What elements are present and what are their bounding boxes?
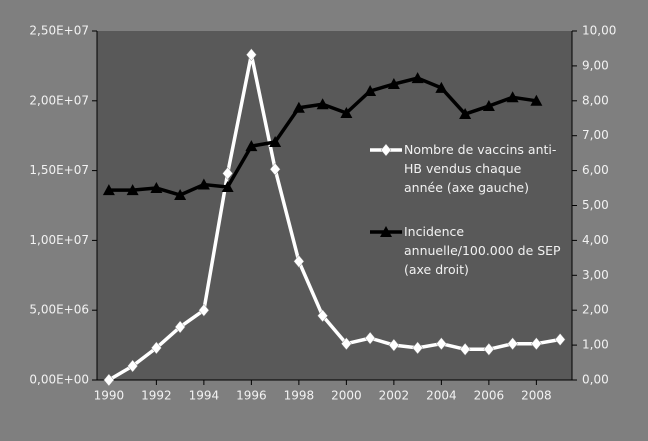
x-tick-label: 1998 [284,389,315,403]
marker [151,341,162,355]
y2-tick-label: 4,00 [582,233,609,247]
marker [388,338,400,352]
marker [364,331,376,345]
marker [436,337,447,351]
x-tick-label: 1990 [94,389,125,403]
y2-tick-label: 9,00 [582,58,609,72]
marker [435,81,448,93]
marker [507,337,518,351]
y2-tick-label: 0,00 [582,373,609,387]
y-tick-label: 0,00E+00 [29,373,89,387]
y-tick-label: 2,50E+07 [29,24,89,38]
marker [387,78,400,90]
marker [126,184,139,196]
marker [150,182,163,194]
y-tick-label: 1,50E+07 [29,163,89,177]
x-tick-label: 1992 [141,389,172,403]
legend-label: Nombre de vaccins anti-HB vendus chaque … [404,142,557,195]
marker [269,135,282,147]
legend-label: Incidence annuelle/100.000 de SEP (axe d… [404,224,561,277]
marker [222,167,233,180]
marker [531,337,542,351]
marker [530,94,543,106]
marker [292,101,305,113]
marker [554,333,566,346]
marker [317,309,328,323]
y2-tick-label: 1,00 [582,338,609,352]
marker [246,48,257,62]
plot-area [97,31,572,380]
x-tick-label: 2002 [379,389,410,403]
marker [197,178,210,190]
marker [174,320,186,334]
marker [411,72,424,84]
y2-tick-label: 5,00 [582,198,609,212]
marker [483,342,495,356]
marker [341,337,352,351]
x-tick-label: 2004 [426,389,457,403]
marker [245,140,258,152]
x-tick-label: 1996 [236,389,267,403]
y2-tick-label: 8,00 [582,93,609,107]
marker [103,373,115,387]
marker [269,162,281,176]
y-tick-label: 2,00E+07 [29,93,89,107]
x-tick-label: 2000 [331,389,362,403]
marker [506,91,519,103]
marker [198,303,210,317]
x-tick-label: 1994 [189,389,220,403]
y-tick-label: 1,00E+07 [29,233,89,247]
x-tick-label: 2006 [474,389,505,403]
marker [380,143,392,157]
marker [221,181,234,193]
marker [340,107,353,119]
y2-tick-label: 10,00 [582,24,616,38]
marker [459,342,471,356]
marker [316,98,329,110]
marker [482,100,495,112]
marker [174,189,187,201]
marker [412,341,423,355]
y2-tick-label: 2,00 [582,303,609,317]
marker [102,184,115,196]
marker [380,226,392,237]
y2-tick-label: 6,00 [582,163,609,177]
marker [293,254,305,268]
marker [459,108,472,120]
marker [364,85,377,97]
x-tick-label: 2008 [521,389,552,403]
y2-tick-label: 7,00 [582,128,609,142]
marker [127,359,138,373]
y-tick-label: 5,00E+06 [29,303,89,317]
y2-tick-label: 3,00 [582,268,609,282]
